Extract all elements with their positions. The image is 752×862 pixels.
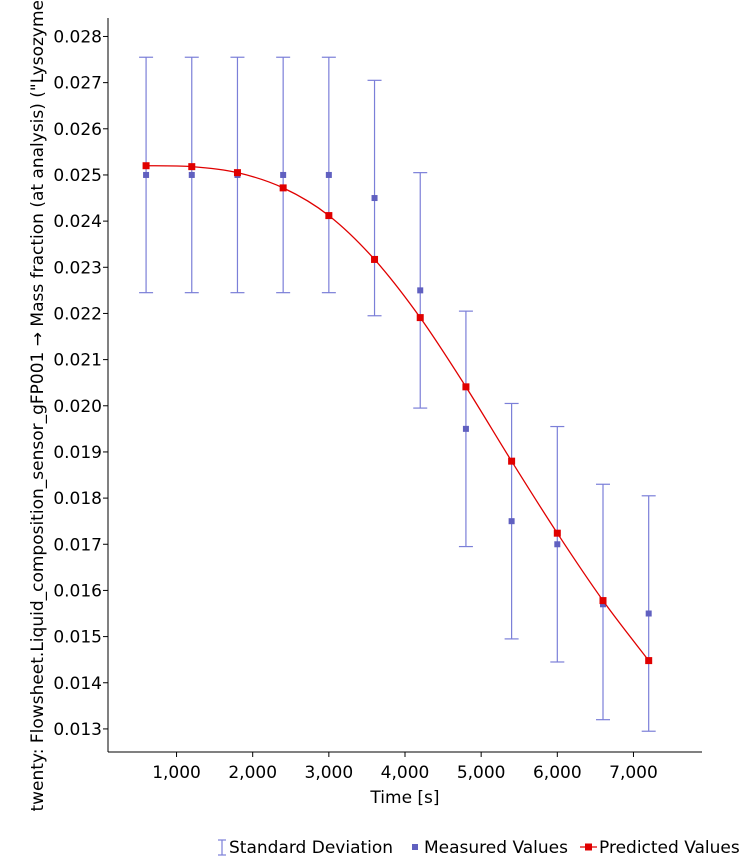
predicted-value-point: [462, 383, 470, 391]
y-tick-label: 0.027: [53, 74, 102, 94]
line-marker-legend-icon: [580, 843, 597, 851]
measured-value-point: [280, 171, 287, 178]
measured-value-point: [371, 195, 378, 202]
y-tick-label: 0.017: [53, 535, 102, 555]
x-tick-label: 3,000: [305, 763, 354, 783]
x-tick-label: 1,000: [152, 763, 201, 783]
measured-value-point: [554, 541, 561, 548]
y-tick-label: 0.021: [53, 351, 102, 371]
legend-label-predicted-values: Predicted Values: [599, 838, 740, 858]
predicted-value-point: [371, 255, 379, 263]
measured-value-point: [417, 287, 424, 294]
y-tick-label: 0.025: [53, 166, 102, 186]
legend-item-standard-deviation[interactable]: Standard Deviation: [218, 838, 393, 858]
predicted-value-point: [142, 162, 150, 170]
y-ticks: 0.013 0.014 0.015 0.016 0.017 0.018 0.019 0.020…: [53, 27, 108, 740]
y-tick-label: 0.020: [53, 397, 102, 417]
y-tick-label: 0.024: [53, 212, 102, 232]
measured-value-point: [600, 601, 606, 608]
y-tick-label: 0.015: [53, 628, 102, 648]
errorbar-legend-icon: [218, 839, 226, 856]
measured-value-point: [508, 518, 515, 525]
legend: Standard Deviation Measured Values Predi…: [218, 838, 740, 858]
measured-value-point: [188, 171, 195, 178]
y-tick-label: 0.022: [53, 304, 102, 324]
predicted-value-point: [279, 184, 287, 192]
y-tick-label: 0.028: [53, 27, 102, 47]
legend-label-standard-deviation: Standard Deviation: [229, 838, 393, 858]
y-tick-label: 0.018: [53, 489, 102, 509]
y-tick-label: 0.013: [53, 720, 102, 740]
y-tick-label: 0.019: [53, 443, 102, 463]
legend-item-measured-values[interactable]: Measured Values: [412, 838, 568, 858]
predicted-value-point: [416, 314, 424, 322]
x-tick-label: 4,000: [381, 763, 430, 783]
measured-value-point: [143, 171, 150, 178]
x-tick-label: 2,000: [228, 763, 277, 783]
measured-value-point: [325, 171, 332, 178]
x-ticks: 1,000 2,000 3,000 4,000 5,000 6,000 7,000: [152, 752, 658, 783]
axes: [107, 18, 702, 753]
predicted-value-point: [508, 457, 516, 465]
measured-value-point: [645, 610, 652, 617]
legend-label-measured-values: Measured Values: [424, 838, 568, 858]
predicted-value-point: [233, 169, 241, 177]
x-tick-label: 6,000: [533, 763, 582, 783]
measured-value-point: [462, 425, 469, 432]
predicted-value-point: [188, 163, 196, 171]
predicted-value-point: [645, 657, 653, 665]
y-tick-label: 0.026: [53, 120, 102, 140]
y-tick-label: 0.016: [53, 581, 102, 601]
y-tick-label: 0.014: [53, 674, 102, 694]
x-axis-title: Time [s]: [369, 788, 439, 808]
predicted-value-point: [325, 212, 333, 220]
y-tick-label: 0.023: [53, 258, 102, 278]
square-marker-legend-icon: [412, 844, 418, 850]
legend-item-predicted-values[interactable]: Predicted Values: [580, 838, 740, 858]
predicted-values-line: [146, 165, 650, 661]
series-layer: [139, 56, 656, 732]
x-tick-label: 7,000: [609, 763, 658, 783]
predicted-value-point: [599, 597, 607, 605]
y-axis-title: twenty: Flowsheet.Liquid_composition_sen…: [28, 0, 48, 812]
x-tick-label: 5,000: [457, 763, 506, 783]
predicted-value-point: [553, 529, 561, 537]
legend-marker-sample: [585, 843, 592, 851]
